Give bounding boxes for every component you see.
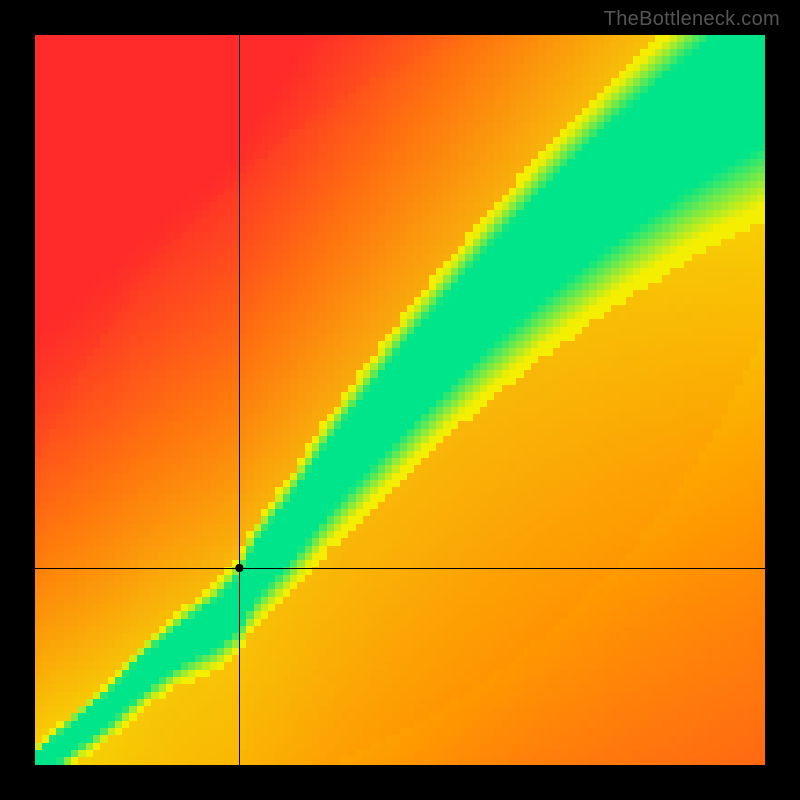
watermark-text: TheBottleneck.com <box>604 8 780 31</box>
heatmap-plot <box>35 35 765 765</box>
heatmap-canvas <box>35 35 765 765</box>
